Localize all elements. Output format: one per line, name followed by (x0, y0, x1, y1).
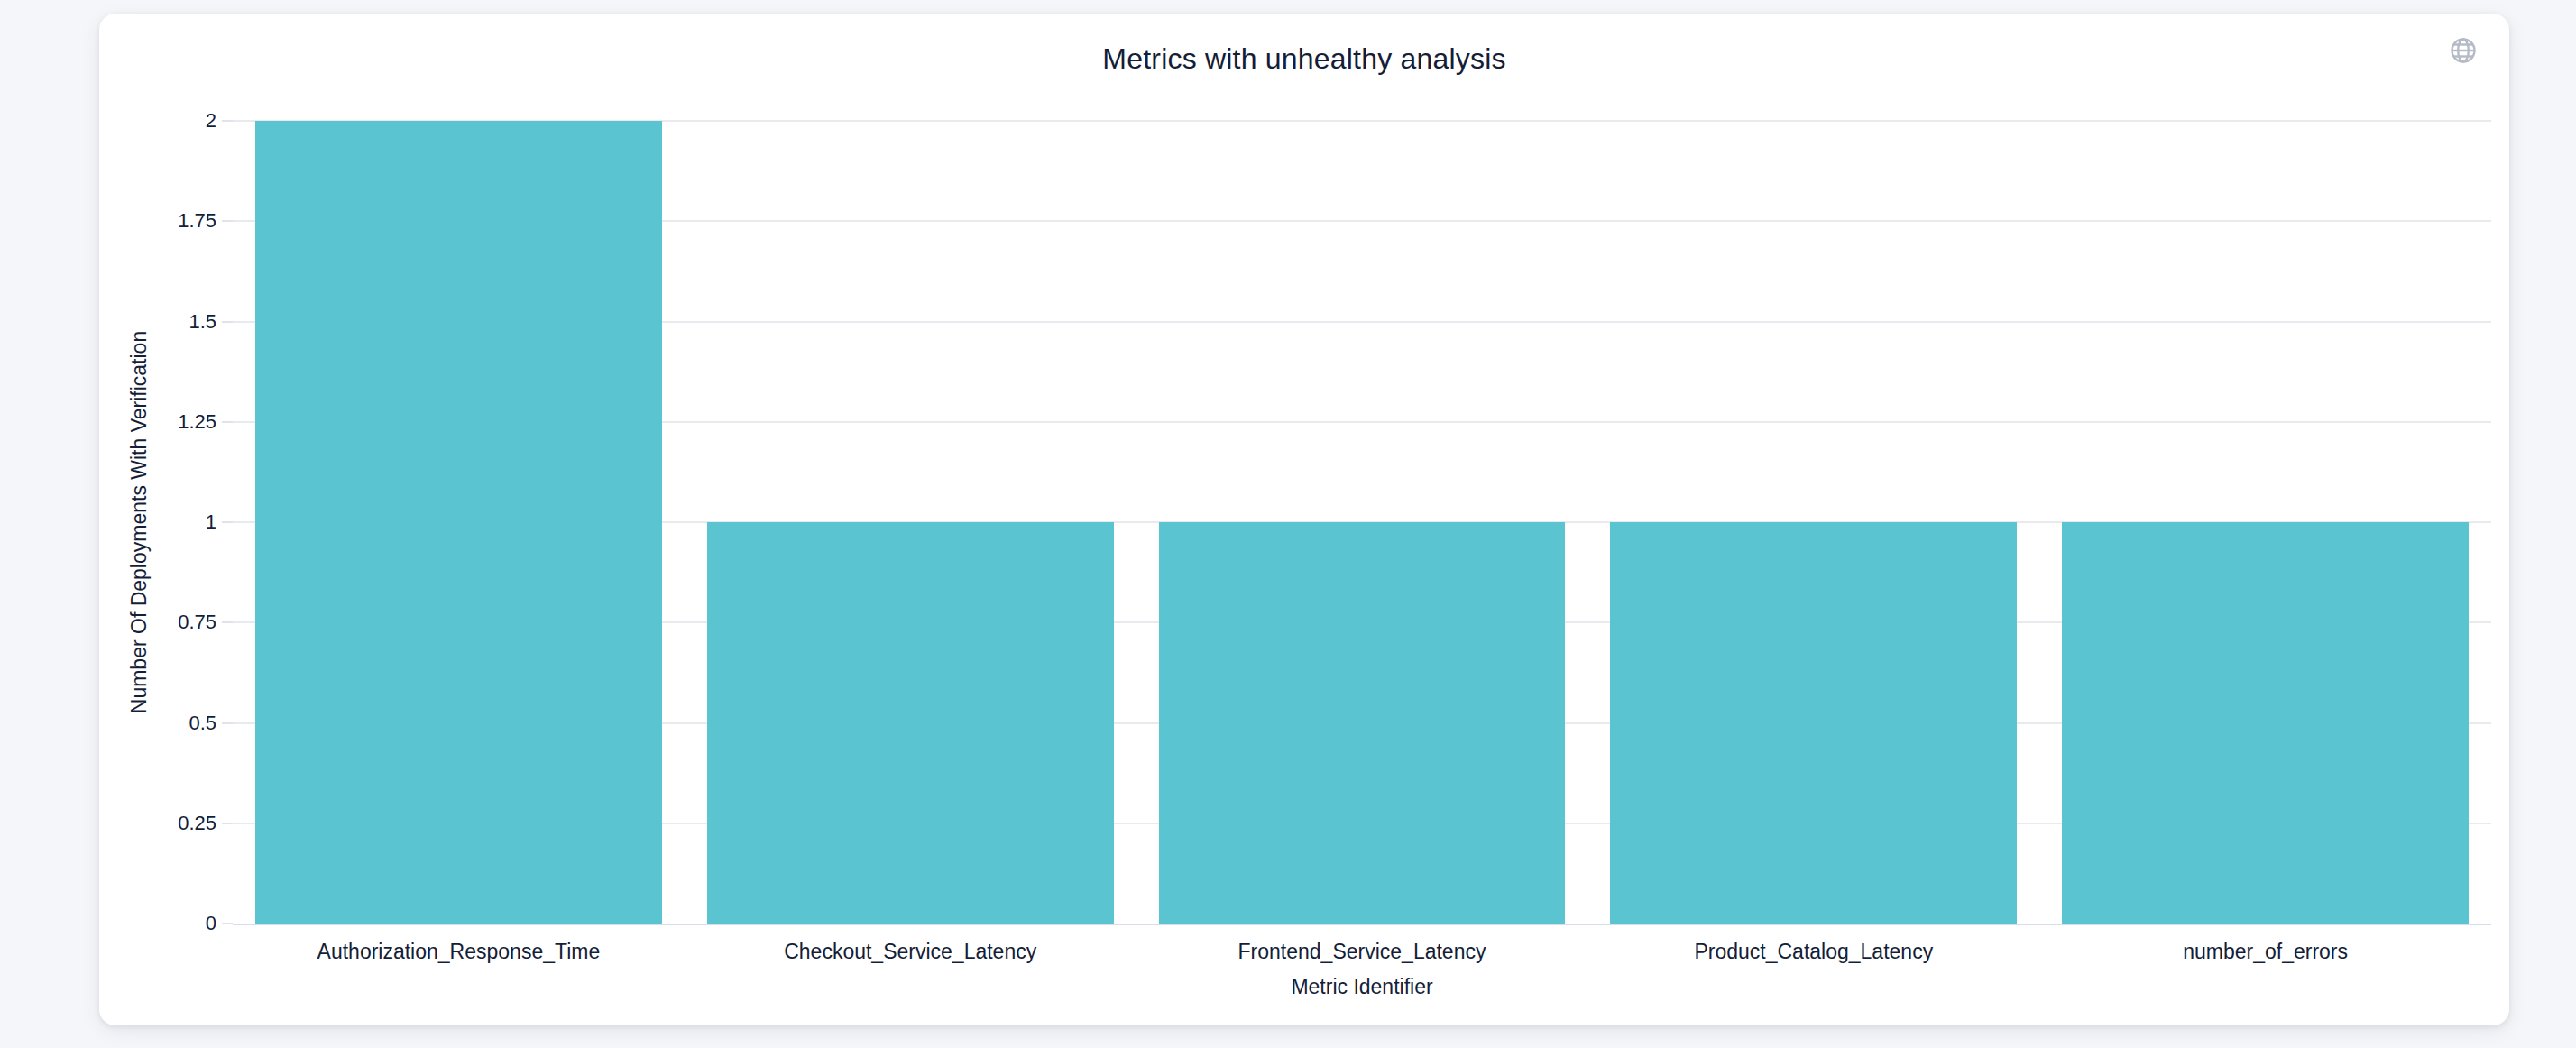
y-tick-label: 1 (99, 510, 216, 534)
bar[interactable] (1610, 522, 2017, 924)
y-tick-label: 0.5 (99, 712, 216, 735)
y-tick-label: 0.25 (99, 812, 216, 835)
y-axis-tick (222, 521, 233, 523)
y-axis-tick (222, 621, 233, 623)
chart-card: Metrics with unhealthy analysis Number O… (99, 14, 2509, 1025)
y-tick-label: 1.75 (99, 209, 216, 233)
y-axis-tick (222, 421, 233, 423)
x-tick-label: number_of_errors (2183, 940, 2348, 964)
x-tick-label: Authorization_Response_Time (317, 940, 601, 964)
y-axis-tick (222, 220, 233, 222)
bar[interactable] (707, 522, 1114, 924)
x-axis-line (233, 924, 2491, 925)
y-tick-label: 1.25 (99, 410, 216, 434)
y-tick-label: 0.75 (99, 611, 216, 634)
plot-area: Number Of Deployments With Verification … (99, 14, 2509, 1025)
y-tick-label: 1.5 (99, 310, 216, 334)
y-axis-tick (222, 120, 233, 122)
y-axis-tick (222, 923, 233, 924)
y-tick-label: 0 (99, 912, 216, 935)
y-tick-label: 2 (99, 109, 216, 133)
x-tick-label: Frontend_Service_Latency (1238, 940, 1486, 964)
x-tick-label: Product_Catalog_Latency (1694, 940, 1933, 964)
y-axis-tick (222, 722, 233, 724)
bar[interactable] (2062, 522, 2469, 924)
y-axis-tick (222, 823, 233, 824)
x-axis-title: Metric Identifier (1291, 975, 1432, 999)
x-tick-label: Checkout_Service_Latency (784, 940, 1036, 964)
bar[interactable] (1159, 522, 1566, 924)
bar[interactable] (255, 121, 662, 924)
y-axis-tick (222, 321, 233, 323)
